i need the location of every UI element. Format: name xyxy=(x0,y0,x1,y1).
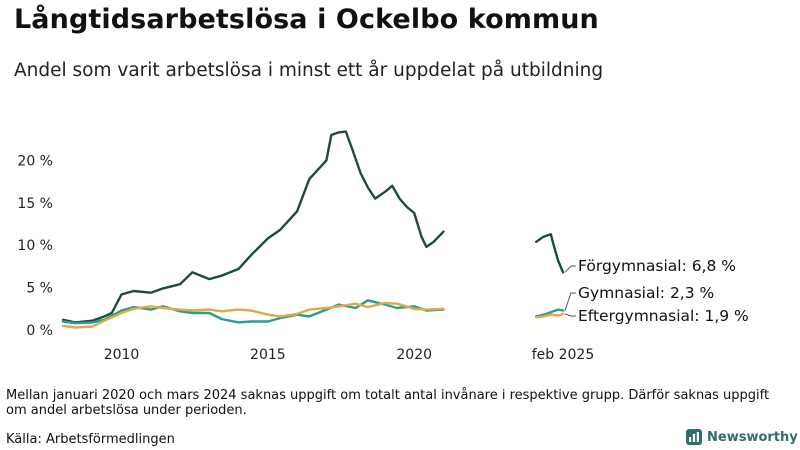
series-line-gymnasial xyxy=(535,308,565,318)
series-line-förgymnasial xyxy=(61,130,445,324)
end-label-gymnasial: Gymnasial: 2,3 % xyxy=(578,284,714,302)
series-line-eftergymnasial xyxy=(535,312,565,319)
y-tick-label: 5 % xyxy=(26,281,53,297)
y-axis: 0 % 5 % 10 % 15 % 20 % xyxy=(17,153,53,339)
end-label-eftergymnasial: Eftergymnasial: 1,9 % xyxy=(578,307,749,325)
x-tick-label: 2010 xyxy=(104,347,140,363)
x-tick-label: 2015 xyxy=(250,347,286,363)
end-label-leader xyxy=(564,313,576,317)
x-axis: 2010 2015 2020 feb 2025 xyxy=(104,347,595,363)
x-tick-label: feb 2025 xyxy=(532,347,595,363)
series-line-eftergymnasial xyxy=(61,301,445,329)
series-end-labels: Förgymnasial: 6,8 % Gymnasial: 2,3 % Efter… xyxy=(564,257,749,325)
footnote: Mellan januari 2020 och mars 2024 saknas… xyxy=(6,388,770,418)
series-lines xyxy=(61,130,565,329)
end-label-leader xyxy=(564,292,576,311)
brand-logo: Newsworthy xyxy=(686,429,798,445)
source-credit: Källa: Arbetsförmedlingen xyxy=(6,432,175,447)
brand-name: Newsworthy xyxy=(707,429,798,445)
end-label-leader xyxy=(564,265,576,273)
y-tick-label: 15 % xyxy=(17,196,53,212)
y-tick-label: 0 % xyxy=(26,323,53,339)
chart-title: Långtidsarbetslösa i Ockelbo kommun xyxy=(14,4,599,35)
series-line-förgymnasial xyxy=(535,233,565,274)
newsworthy-icon xyxy=(686,429,702,445)
line-chart: 0 %5 %10 %15 %20 % 2010 2015 2020 feb 2025 … xyxy=(17,130,749,363)
y-tick-label: 20 % xyxy=(17,153,53,169)
x-tick-label: 2020 xyxy=(396,347,432,363)
chart-subtitle: Andel som varit arbetslösa i minst ett å… xyxy=(14,60,604,81)
end-label-förgymnasial: Förgymnasial: 6,8 % xyxy=(578,257,736,275)
y-tick-label: 10 % xyxy=(17,238,53,254)
